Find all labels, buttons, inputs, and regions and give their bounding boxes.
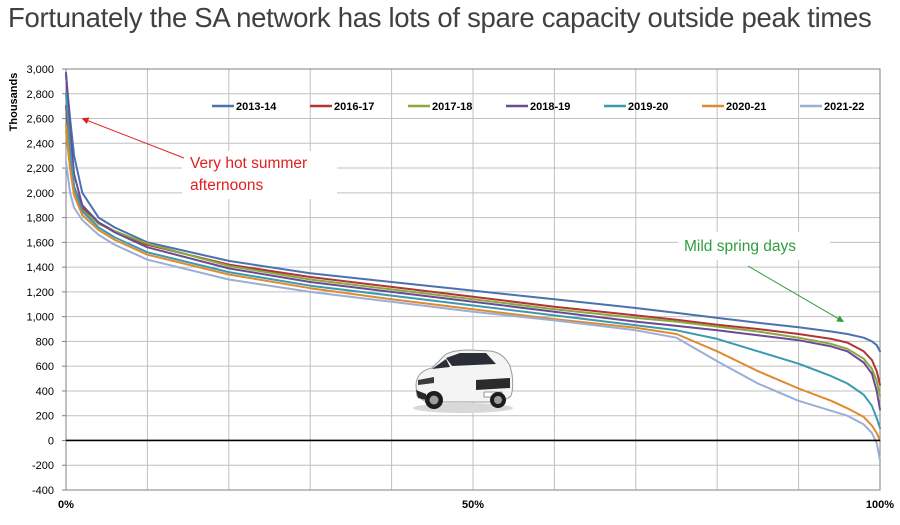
annotation-box-mild [678,232,830,260]
series-line-2017-18 [65,129,881,397]
annotations: Very hot summer afternoons Mild spring day… [81,117,844,323]
y-axis-label: Thousands [8,73,20,132]
white-suv-image [413,349,514,413]
annotation-text-hot: afternoons [190,177,263,194]
x-tick-label: 100% [866,499,894,511]
y-tick-label: 2,200 [26,163,54,175]
series-line-2019-20 [65,92,881,430]
y-tick-label: -400 [32,485,54,497]
y-tick-label: 1,000 [26,312,54,324]
plot-frame [65,68,881,491]
series-line-2020-21 [65,123,881,442]
legend-label-2016-17: 2016-17 [334,101,374,113]
y-tick-label: 200 [36,411,54,423]
series-lines [65,71,881,462]
legend-label-2017-18: 2017-18 [432,101,472,113]
y-tick-label: 1,600 [26,237,54,249]
series-line-2018-19 [65,71,881,411]
x-tick-label: 0% [58,499,74,511]
annotation-arrow-mild [747,265,844,323]
y-tick-label: 2,400 [26,138,54,150]
y-tick-label: 1,400 [26,262,54,274]
y-tick-label: 400 [36,386,54,398]
y-tick-label: 1,800 [26,213,54,225]
legend-label-2019-20: 2019-20 [628,101,668,113]
x-tick-label: 50% [462,499,484,511]
y-tick-label: 2,800 [26,89,54,101]
x-axis-ticks: 0% 50% 100% [58,499,894,511]
y-axis-ticks: -400 -200 0 200 400 600 800 1,000 1,200 1,400 1,60… [26,64,66,497]
legend-label-2020-21: 2020-21 [726,101,766,113]
y-tick-label: 2,600 [26,114,54,126]
legend: 2013-14 2016-17 2017-18 2018-19 2019-20 2020-… [212,101,864,113]
legend-label-2013-14: 2013-14 [236,101,277,113]
annotation-text-hot: Very hot summer [190,155,307,172]
y-tick-label: 1,200 [26,287,54,299]
y-tick-label: 800 [36,336,54,348]
annotation-box-hot [182,151,337,199]
y-tick-label: 2,000 [26,188,54,200]
annotation-text-mild: Mild spring days [684,238,796,255]
legend-label-2018-19: 2018-19 [530,101,570,113]
y-tick-label: 3,000 [26,64,54,76]
y-tick-label: 600 [36,361,54,373]
y-tick-label: -200 [32,460,54,472]
series-line-2013-14 [65,74,881,353]
y-tick-label: 0 [48,435,54,447]
annotation-arrow-hot [81,117,185,159]
page-title: Fortunately the SA network has lots of s… [8,2,872,33]
legend-label-2021-22: 2021-22 [824,101,864,113]
series-line-2021-22 [65,160,881,462]
gridlines [65,68,881,491]
